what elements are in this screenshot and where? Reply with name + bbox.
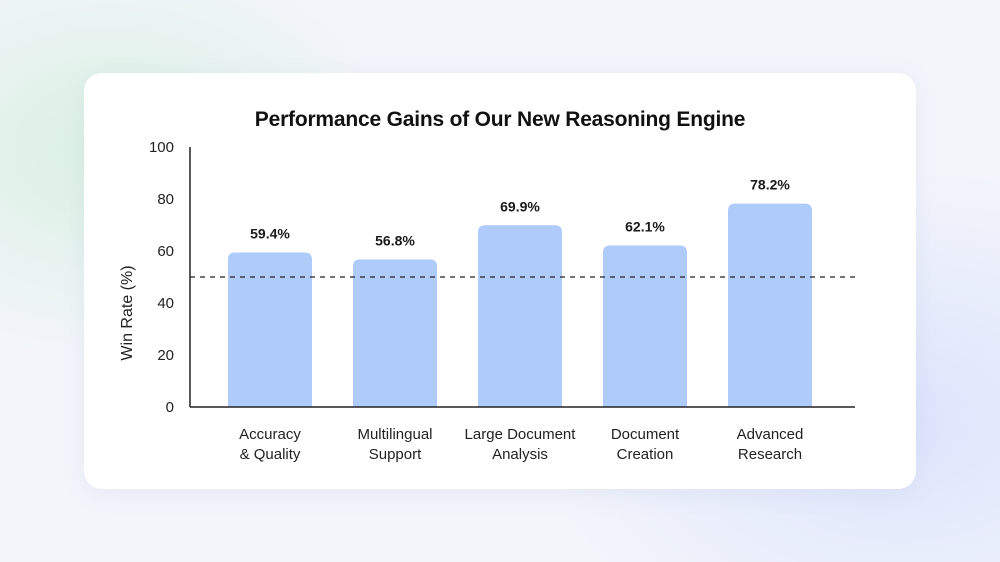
- bar: [728, 203, 812, 407]
- bar-value-label: 59.4%: [250, 226, 290, 242]
- bar-value-label: 69.9%: [500, 198, 540, 214]
- x-category-label: Advanced Research: [737, 426, 804, 463]
- x-category-label: Multilingual Support: [357, 426, 432, 463]
- y-tick-label: 40: [157, 295, 174, 312]
- bar-value-label: 78.2%: [750, 177, 790, 193]
- bars: [228, 203, 812, 407]
- category-labels: Accuracy & Quality Multilingual Support Larg…: [239, 426, 803, 463]
- y-tick-label: 60: [157, 243, 174, 260]
- y-axis-ticks: 0 20 40 60 80 100: [149, 139, 174, 416]
- y-tick-label: 0: [166, 399, 174, 416]
- bar-chart: Win Rate (%) 0 20 40 60 80 100 59.4% 56.8% 69.9…: [119, 139, 855, 463]
- y-axis-title: Win Rate (%): [119, 265, 136, 360]
- bar: [478, 225, 562, 407]
- bar: [603, 245, 687, 407]
- value-labels: 59.4% 56.8% 69.9% 62.1% 78.2%: [250, 177, 790, 249]
- y-tick-label: 20: [157, 347, 174, 364]
- x-category-label: Document Creation: [611, 426, 680, 463]
- y-tick-label: 100: [149, 139, 174, 156]
- bar: [353, 259, 437, 407]
- chart-title: Performance Gains of Our New Reasoning E…: [254, 108, 746, 131]
- x-category-label: Accuracy & Quality: [239, 426, 301, 463]
- chart-card: Performance Gains of Our New Reasoning E…: [84, 73, 916, 489]
- y-tick-label: 80: [157, 191, 174, 208]
- x-category-label: Large Document Analysis: [465, 426, 577, 463]
- bar-value-label: 62.1%: [625, 219, 665, 235]
- bar: [228, 252, 312, 407]
- bar-value-label: 56.8%: [375, 232, 415, 248]
